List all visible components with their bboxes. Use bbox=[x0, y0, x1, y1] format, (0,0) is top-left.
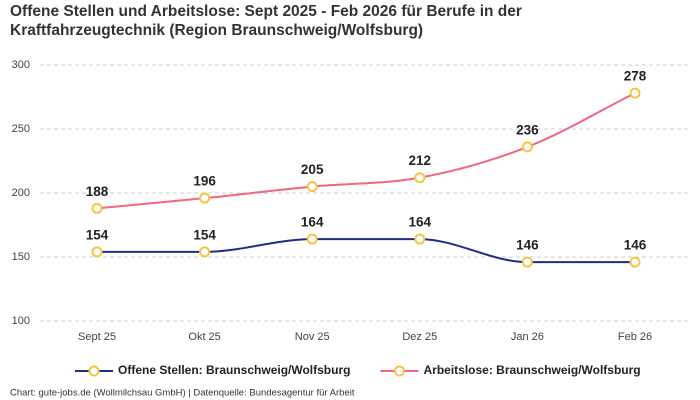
legend-marker bbox=[393, 365, 405, 377]
x-tick-label: Jan 26 bbox=[511, 331, 544, 343]
value-label: 188 bbox=[86, 184, 109, 199]
x-tick-label: Dez 25 bbox=[402, 331, 437, 343]
point-marker bbox=[91, 246, 103, 258]
point-marker bbox=[199, 246, 211, 258]
source: Chart: gute-jobs.de (Wollmilchsau GmbH) … bbox=[10, 388, 355, 399]
value-label: 146 bbox=[624, 238, 647, 253]
value-label: 196 bbox=[193, 174, 216, 189]
point-marker bbox=[521, 256, 533, 268]
point-marker bbox=[629, 87, 641, 99]
value-label: 164 bbox=[409, 215, 432, 230]
point-marker bbox=[306, 233, 318, 245]
value-label: 278 bbox=[624, 69, 647, 84]
value-label: 164 bbox=[301, 215, 324, 230]
point-marker bbox=[414, 172, 426, 184]
series-line bbox=[96, 238, 635, 264]
point-marker bbox=[91, 202, 103, 214]
y-tick-label: 150 bbox=[12, 251, 30, 263]
point-marker bbox=[199, 192, 211, 204]
x-tick-label: Nov 25 bbox=[295, 331, 330, 343]
value-label: 154 bbox=[193, 227, 216, 242]
y-tick-label: 100 bbox=[12, 315, 30, 327]
point-marker bbox=[306, 181, 318, 193]
series-line bbox=[96, 92, 636, 210]
point-marker bbox=[521, 141, 533, 153]
legend-marker bbox=[88, 365, 100, 377]
value-label: 212 bbox=[409, 153, 432, 168]
value-label: 236 bbox=[516, 122, 539, 137]
legend-label: Arbeitslose: Braunschweig/Wolfsburg bbox=[423, 363, 640, 377]
y-tick-label: 300 bbox=[12, 59, 30, 71]
x-tick-label: Feb 26 bbox=[618, 331, 652, 343]
legend-label: Offene Stellen: Braunschweig/Wolfsburg bbox=[118, 363, 350, 377]
point-marker bbox=[414, 233, 426, 245]
y-tick-label: 250 bbox=[12, 123, 30, 135]
chart-title: Offene Stellen und Arbeitslose: Sept 202… bbox=[10, 3, 522, 39]
y-tick-label: 200 bbox=[12, 187, 30, 199]
value-label: 154 bbox=[86, 227, 109, 242]
value-label: 146 bbox=[516, 238, 539, 253]
x-tick-label: Okt 25 bbox=[188, 331, 220, 343]
x-tick-label: Sept 25 bbox=[78, 331, 116, 343]
value-label: 205 bbox=[301, 162, 324, 177]
point-marker bbox=[629, 256, 641, 268]
